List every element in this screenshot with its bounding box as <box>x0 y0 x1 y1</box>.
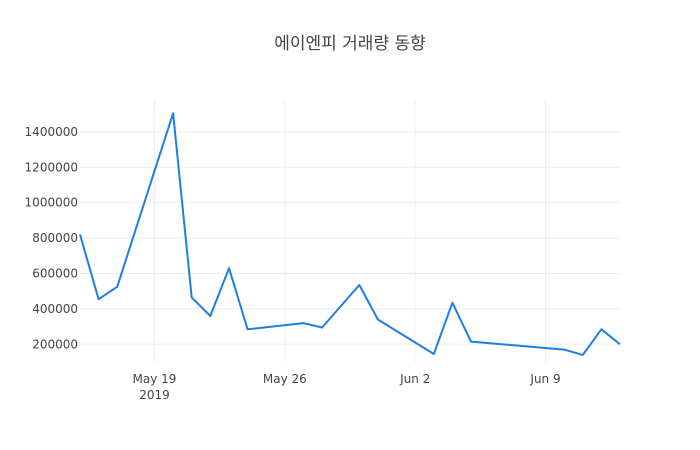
data-point <box>116 286 118 288</box>
data-point <box>98 298 100 300</box>
data-point <box>582 354 584 356</box>
x-tick-label: May 26 <box>263 372 307 386</box>
series-line <box>79 112 621 356</box>
data-point <box>563 349 565 351</box>
y-gridlines <box>80 131 620 345</box>
data-point <box>79 234 81 236</box>
data-point <box>191 296 193 298</box>
y-tick-label: 600000 <box>32 266 78 280</box>
x-tick-label: Jun 9 <box>529 372 560 386</box>
data-point <box>377 319 379 321</box>
y-axis-tick-labels: 200000 400000 600000 800000 1000000 1200000 14… <box>25 125 78 351</box>
data-point <box>228 267 230 269</box>
data-point <box>321 326 323 328</box>
data-point <box>247 328 249 330</box>
x-tick-sublabel: 2019 <box>139 388 170 402</box>
series-layer <box>79 112 621 356</box>
data-point <box>209 315 211 317</box>
data-point <box>358 284 360 286</box>
y-tick-label: 1000000 <box>25 196 78 210</box>
data-point <box>470 341 472 343</box>
y-tick-label: 1200000 <box>25 160 78 174</box>
data-point <box>600 328 602 330</box>
y-tick-label: 400000 <box>32 302 78 316</box>
data-point <box>433 353 435 355</box>
data-point <box>302 322 304 324</box>
x-tick-label: May 19 <box>133 372 177 386</box>
data-point <box>451 302 453 304</box>
chart-title: 에이엔피 거래량 동향 <box>274 34 426 54</box>
x-gridlines <box>153 100 547 362</box>
x-axis-tick-labels: May 19 2019 May 26 Jun 2 Jun 9 <box>133 372 561 402</box>
x-tick-label: Jun 2 <box>399 372 430 386</box>
y-tick-label: 800000 <box>32 231 78 245</box>
data-point <box>619 343 621 345</box>
y-tick-label: 1400000 <box>25 125 78 139</box>
y-tick-label: 200000 <box>32 337 78 351</box>
data-point <box>172 112 174 114</box>
